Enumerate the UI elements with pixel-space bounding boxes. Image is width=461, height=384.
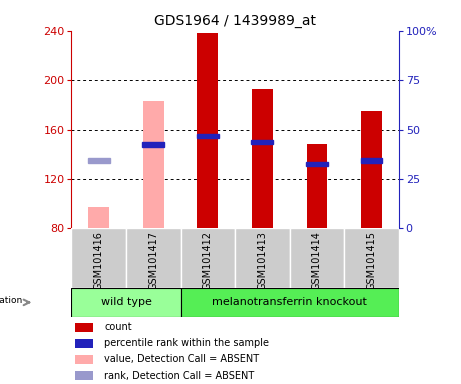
Bar [143, 101, 164, 228]
Bar [126, 228, 181, 288]
Text: count: count [104, 322, 132, 332]
Text: value, Detection Call = ABSENT: value, Detection Call = ABSENT [104, 354, 259, 364]
Text: melanotransferrin knockout: melanotransferrin knockout [212, 297, 367, 308]
Bar [197, 134, 219, 138]
Text: GSM101412: GSM101412 [203, 231, 213, 290]
Text: GSM101413: GSM101413 [257, 231, 267, 290]
Bar [307, 144, 327, 228]
Title: GDS1964 / 1439989_at: GDS1964 / 1439989_at [154, 14, 316, 28]
Bar [75, 371, 93, 380]
Bar [306, 162, 328, 166]
Bar [252, 89, 273, 228]
Text: GSM101415: GSM101415 [366, 231, 377, 290]
Bar [361, 158, 382, 163]
Bar [71, 288, 181, 317]
Bar [181, 228, 235, 288]
Bar [197, 33, 218, 228]
Text: GSM101414: GSM101414 [312, 231, 322, 290]
Bar [88, 158, 110, 163]
Bar [252, 140, 273, 144]
Bar [344, 228, 399, 288]
Bar [290, 228, 344, 288]
Text: GSM101416: GSM101416 [94, 231, 104, 290]
Bar [235, 228, 290, 288]
Bar [75, 339, 93, 348]
Bar [181, 288, 399, 317]
Text: wild type: wild type [100, 297, 152, 308]
Text: percentile rank within the sample: percentile rank within the sample [104, 338, 269, 348]
Text: GSM101417: GSM101417 [148, 231, 158, 290]
Text: rank, Detection Call = ABSENT: rank, Detection Call = ABSENT [104, 371, 254, 381]
Text: genotype/variation: genotype/variation [0, 296, 23, 305]
Bar [75, 323, 93, 332]
Bar [142, 142, 164, 147]
Bar [361, 111, 382, 228]
Bar [75, 355, 93, 364]
Bar [89, 207, 109, 228]
Bar [71, 228, 126, 288]
